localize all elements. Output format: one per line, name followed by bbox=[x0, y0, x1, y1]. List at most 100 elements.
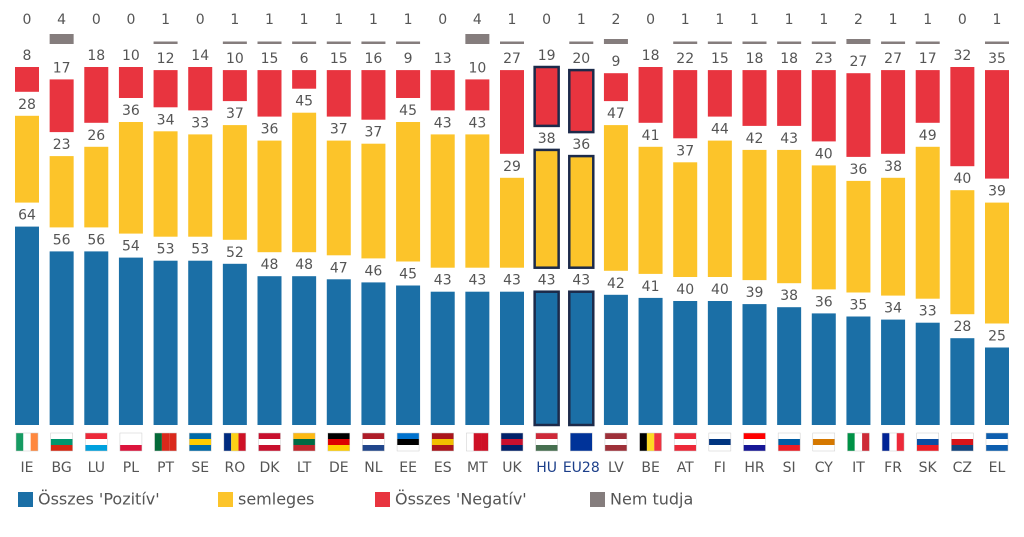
value-label: 16 bbox=[365, 51, 383, 67]
bar-segment bbox=[153, 131, 178, 237]
bar-segment bbox=[430, 134, 455, 268]
bar-segment bbox=[673, 70, 698, 139]
flag-stripe bbox=[604, 433, 627, 439]
flag-stripe bbox=[916, 445, 939, 451]
value-label: 15 bbox=[330, 51, 348, 67]
flag-stripe bbox=[847, 433, 855, 451]
bar-segment bbox=[742, 149, 767, 281]
value-label: 10 bbox=[226, 51, 244, 67]
flag-border bbox=[743, 432, 766, 452]
flag-border bbox=[951, 432, 974, 452]
value-label: 1 bbox=[577, 12, 586, 28]
bar-segment bbox=[950, 338, 975, 425]
value-label: 14 bbox=[191, 48, 209, 64]
value-label: 10 bbox=[468, 60, 486, 76]
flag-stripe bbox=[23, 433, 31, 451]
bar-segment bbox=[533, 290, 560, 427]
x-tick-label: SK bbox=[919, 460, 938, 476]
value-label: 38 bbox=[884, 159, 902, 175]
bar-segment bbox=[500, 41, 524, 44]
value-label: 34 bbox=[884, 301, 902, 317]
x-tick-label: EU28 bbox=[563, 460, 600, 476]
x-tick-label: CZ bbox=[953, 460, 972, 476]
flag-stripe bbox=[293, 433, 316, 439]
value-label: 33 bbox=[191, 115, 209, 131]
value-label: 0 bbox=[126, 12, 135, 28]
value-label: 27 bbox=[850, 54, 868, 70]
flag-stripe bbox=[916, 433, 939, 439]
bar-segment bbox=[222, 41, 247, 44]
x-tick-label: ES bbox=[434, 460, 452, 476]
flag-stripe bbox=[854, 433, 863, 451]
flag-border bbox=[673, 432, 697, 452]
value-label: 4 bbox=[57, 12, 66, 28]
value-label: 36 bbox=[261, 122, 279, 138]
value-label: 43 bbox=[468, 115, 486, 131]
flag-border bbox=[396, 432, 420, 452]
bar-segment bbox=[430, 291, 455, 425]
value-label: 41 bbox=[642, 128, 660, 144]
value-label: 10 bbox=[122, 48, 140, 64]
flag-stripe bbox=[604, 445, 627, 451]
x-tick-label: SE bbox=[191, 460, 209, 476]
value-label: 1 bbox=[300, 12, 309, 28]
value-label: 1 bbox=[750, 12, 759, 28]
x-tick-label: IE bbox=[21, 460, 34, 476]
bar-segment bbox=[153, 70, 178, 108]
bar-segment bbox=[118, 67, 143, 98]
value-label: 48 bbox=[261, 257, 279, 273]
flag-stripe bbox=[85, 445, 108, 451]
value-label: 1 bbox=[889, 12, 898, 28]
value-label: 8 bbox=[23, 48, 32, 64]
flag-stripe bbox=[501, 439, 523, 445]
value-label: 23 bbox=[53, 137, 71, 153]
bar-segment bbox=[500, 70, 524, 154]
x-tick-label: DK bbox=[260, 460, 281, 476]
flag-stripe bbox=[535, 445, 558, 451]
flag-border bbox=[812, 432, 836, 452]
value-label: 33 bbox=[919, 304, 937, 320]
flag-border bbox=[292, 432, 316, 452]
bar-segment bbox=[500, 177, 524, 268]
flag-stripe bbox=[154, 433, 162, 451]
bar-segment bbox=[292, 112, 317, 253]
bar-segment bbox=[222, 263, 247, 425]
value-label: 56 bbox=[87, 232, 105, 248]
value-label: 36 bbox=[122, 103, 140, 119]
value-label: 37 bbox=[226, 106, 244, 122]
value-label: 32 bbox=[953, 48, 971, 64]
flag-border bbox=[258, 432, 281, 452]
flag-border bbox=[570, 432, 593, 452]
flag-border bbox=[639, 432, 662, 452]
value-label: 64 bbox=[18, 208, 36, 224]
flag-stripe bbox=[362, 439, 385, 445]
value-label: 0 bbox=[23, 12, 32, 28]
bar-segment bbox=[292, 276, 317, 425]
flag-stripe bbox=[535, 439, 558, 445]
flag-stripe bbox=[293, 439, 316, 445]
bar-segment bbox=[153, 41, 178, 44]
bar-segment bbox=[84, 146, 109, 228]
value-label: 40 bbox=[711, 282, 729, 298]
value-label: 47 bbox=[330, 260, 348, 276]
flag-stripe bbox=[501, 445, 523, 451]
flag-stripe bbox=[812, 439, 835, 445]
flag-stripe bbox=[169, 433, 177, 451]
flag-stripe bbox=[501, 433, 523, 439]
value-label: 1 bbox=[161, 12, 170, 28]
value-label: 43 bbox=[572, 273, 590, 289]
bar-segment bbox=[638, 297, 663, 425]
bar-segment bbox=[396, 285, 421, 425]
value-label: 9 bbox=[404, 51, 413, 67]
value-label: 18 bbox=[87, 48, 105, 64]
flag-stripe bbox=[258, 433, 281, 439]
value-label: 36 bbox=[815, 294, 833, 310]
value-label: 28 bbox=[18, 97, 36, 113]
x-tick-label: FI bbox=[714, 460, 726, 476]
x-tick-label: HR bbox=[744, 460, 765, 476]
bar-segment bbox=[257, 276, 282, 425]
flag-stripe bbox=[30, 433, 38, 451]
bar-segment bbox=[950, 67, 975, 167]
value-label: 1 bbox=[369, 12, 378, 28]
value-label: 2 bbox=[611, 12, 620, 28]
